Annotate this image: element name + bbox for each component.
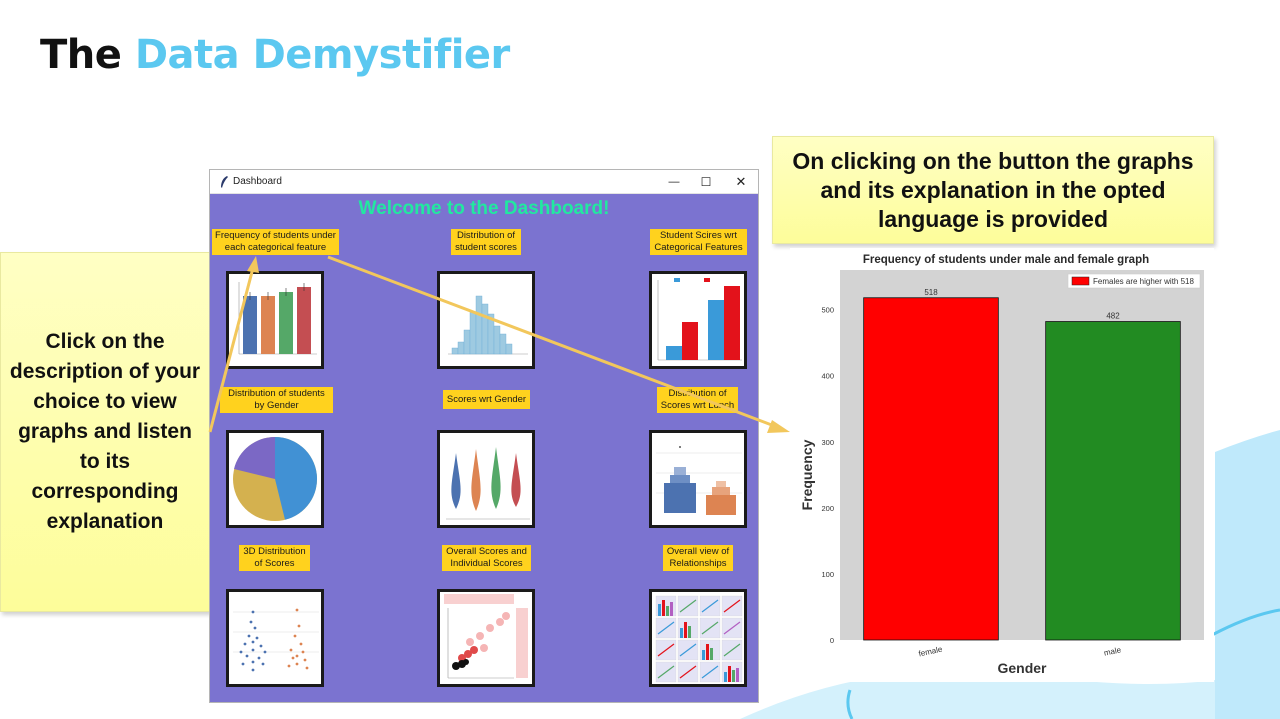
hexbin-plot-icon <box>444 594 528 679</box>
boxen-plot-thumbnail[interactable] <box>649 430 747 528</box>
pair-plot-icon <box>655 595 743 683</box>
histogram-icon <box>448 295 528 355</box>
welcome-heading: Welcome to the Dashboard! <box>358 198 610 219</box>
bar-female <box>863 297 999 641</box>
window-titlebar[interactable]: Dashboard — ☐ ✕ <box>210 170 758 194</box>
violin-plot-icon <box>446 447 530 520</box>
minimize-button[interactable]: — <box>668 176 680 188</box>
maximize-button[interactable]: ☐ <box>700 175 712 189</box>
x-tick-label: female <box>918 645 944 659</box>
y-tick-label: 100 <box>821 570 834 579</box>
y-tick-label: 300 <box>821 438 834 447</box>
y-tick-label: 400 <box>821 372 834 381</box>
scores-lunch-button[interactable]: Distribution of Scores wrt Lunch <box>657 387 738 413</box>
legend-swatch <box>1071 276 1090 286</box>
left-note-text: Click on the description of your choice … <box>9 330 201 533</box>
feather-icon <box>221 176 228 188</box>
right-instruction-note: On clicking on the button the graphs and… <box>772 136 1214 244</box>
bar-data-label: 482 <box>1106 312 1120 321</box>
relationships-overview-button[interactable]: Overall view of Relationships <box>663 545 733 571</box>
legend-label: Females are higher with 518 <box>1093 277 1194 286</box>
violin-plot-thumbnail[interactable] <box>437 430 535 528</box>
scores-gender-button[interactable]: Scores wrt Gender <box>443 390 530 409</box>
legend-box <box>1067 273 1201 289</box>
window-title: Dashboard <box>233 176 282 187</box>
histogram-thumbnail[interactable] <box>437 271 535 369</box>
bar-data-label: 518 <box>924 288 938 297</box>
pair-plot-thumbnail[interactable] <box>649 589 747 687</box>
frequency-categorical-button[interactable]: Frequency of students under each categor… <box>212 229 339 255</box>
chart-canvas: Frequency of students under male and fem… <box>799 254 1204 676</box>
hexbin-plot-thumbnail[interactable] <box>437 589 535 687</box>
bar-chart-thumbnail[interactable] <box>226 271 324 369</box>
swarm-plot-icon <box>233 608 319 672</box>
score-distribution-button[interactable]: Distribution of student scores <box>451 229 521 255</box>
swarm-plot-thumbnail[interactable] <box>226 589 324 687</box>
dashboard-window: Dashboard — ☐ ✕ Welcome to the Dashboard… <box>209 169 759 703</box>
grouped-bar-icon <box>657 278 742 361</box>
right-note-text: On clicking on the button the graphs and… <box>792 147 1194 232</box>
y-tick-label: 200 <box>821 504 834 513</box>
gender-frequency-chart: Frequency of students under male and fem… <box>790 248 1214 682</box>
slide-title-part2: Data Demystifier <box>134 32 510 78</box>
x-tick-label: male <box>1103 645 1122 658</box>
gender-distribution-button[interactable]: Distribution of students by Gender <box>220 387 333 413</box>
bar-chart-icon <box>238 282 317 355</box>
grouped-bar-thumbnail[interactable] <box>649 271 747 369</box>
x-axis-label: Gender <box>997 660 1047 676</box>
slide-title: The Data Demystifier <box>40 32 510 78</box>
chart-title: Frequency of students under male and fem… <box>863 254 1149 266</box>
bar-male <box>1045 321 1181 641</box>
overall-individual-scores-button[interactable]: Overall Scores and Individual Scores <box>442 545 531 571</box>
boxen-plot-icon <box>656 446 742 515</box>
close-button[interactable]: ✕ <box>735 174 747 189</box>
y-axis-label: Frequency <box>799 439 815 510</box>
3d-distribution-button[interactable]: 3D Distribution of Scores <box>239 545 310 571</box>
y-tick-label: 500 <box>821 306 834 315</box>
scores-categorical-button[interactable]: Student Scires wrt Categorical Features <box>650 229 747 255</box>
chart-legend: Females are higher with 518 <box>1067 273 1201 289</box>
pie-chart-icon <box>233 436 318 521</box>
pie-chart-thumbnail[interactable] <box>226 430 324 528</box>
slide-title-part1: The <box>40 32 122 78</box>
y-tick-label: 0 <box>830 636 834 645</box>
left-instruction-note: Click on the description of your choice … <box>0 252 210 612</box>
